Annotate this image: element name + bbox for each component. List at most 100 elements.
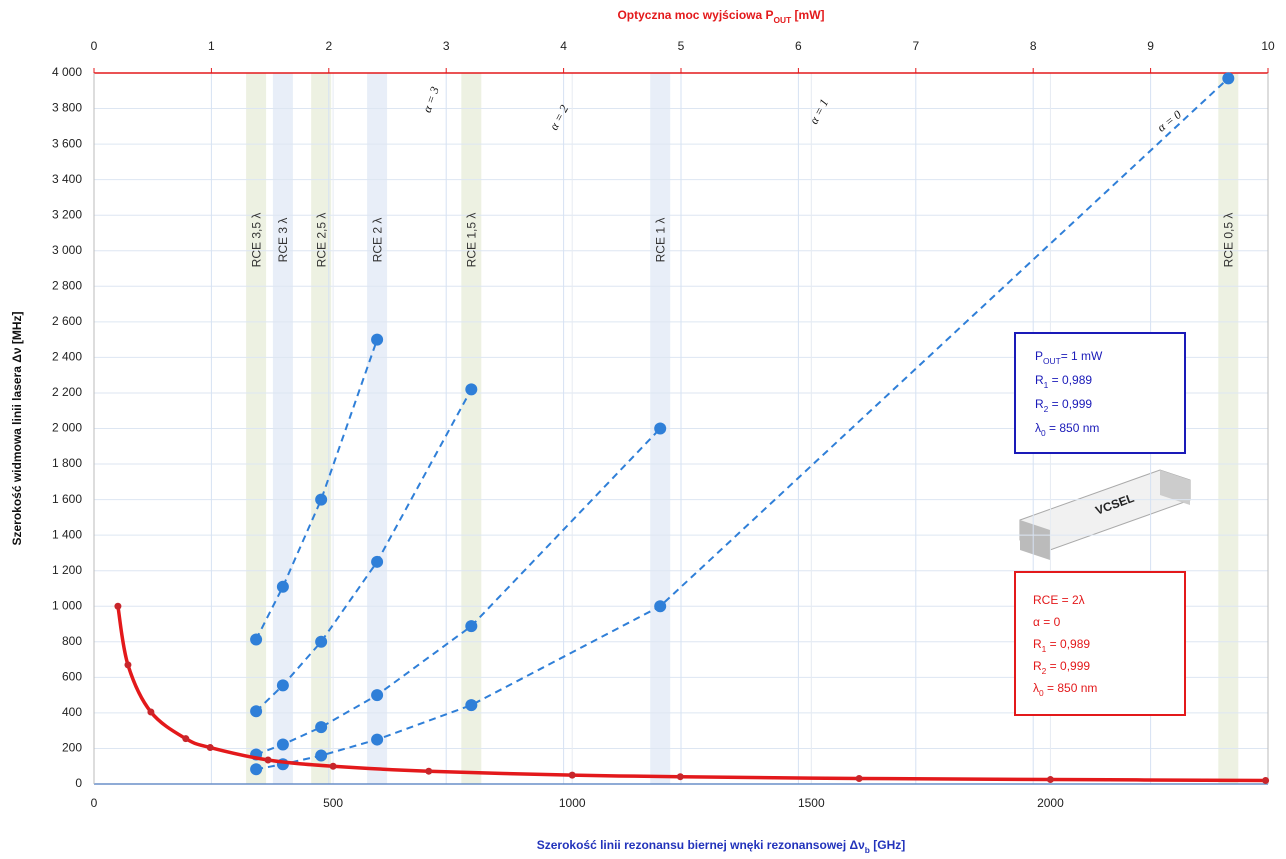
info-line: R1 = 0,989: [1033, 637, 1090, 654]
data-point: [371, 333, 384, 346]
y-tick-label: 600: [62, 670, 82, 684]
info-line: POUT= 1 mW: [1035, 349, 1103, 366]
info-line: α = 0: [1033, 615, 1061, 629]
info-line-after: = 0,989: [1048, 373, 1092, 387]
curve-point: [124, 661, 132, 669]
data-point: [250, 763, 263, 776]
info-line: R2 = 0,999: [1033, 659, 1090, 676]
info-line: λ0 = 850 nm: [1035, 421, 1099, 438]
curve-point: [114, 602, 122, 610]
curve-line: [116, 605, 1266, 783]
info-line-text: λ: [1035, 421, 1041, 435]
curve-point: [568, 771, 576, 779]
data-point: [250, 633, 263, 646]
curve-point: [329, 762, 337, 770]
data-point: [465, 383, 478, 396]
y-tick-label: 3 800: [52, 101, 82, 115]
info-line-text: λ: [1033, 681, 1039, 695]
info-line: R2 = 0,999: [1035, 397, 1092, 414]
info-line-after: = 0,999: [1048, 397, 1092, 411]
series-line: [255, 427, 661, 756]
rce-label: RCE 1,5 λ: [464, 213, 478, 268]
y-tick-label: 3 000: [52, 243, 82, 257]
data-point: [1222, 72, 1235, 85]
data-point: [465, 699, 478, 712]
info-line-sub: 2: [1042, 666, 1047, 676]
data-point: [276, 738, 289, 751]
data-point: [371, 733, 384, 746]
info-line: R1 = 0,989: [1035, 373, 1092, 390]
top-axis-title: Optyczna moc wyjściowa POUT [mW]: [617, 8, 824, 25]
data-point: [654, 600, 667, 613]
data-point: [250, 705, 263, 718]
x2-tick-label: 2: [325, 39, 332, 53]
rce-label: RCE 2,5 λ: [314, 213, 328, 268]
rce-label: RCE 3 λ: [276, 218, 290, 263]
y-tick-label: 3 200: [52, 207, 82, 221]
x2-tick-label: 3: [443, 39, 450, 53]
y-tick-label: 4 000: [52, 65, 82, 79]
x-tick-label: 0: [91, 796, 98, 810]
x2-tick-label: 1: [208, 39, 215, 53]
y-tick-label: 1 600: [52, 492, 82, 506]
y-tick-label: 2 000: [52, 421, 82, 435]
y-tick-label: 2 400: [52, 350, 82, 364]
vcsel-side: [1160, 470, 1190, 505]
x-tick-label: 1000: [559, 796, 586, 810]
y-tick-label: 2 200: [52, 385, 82, 399]
info-line-text: R: [1033, 659, 1042, 673]
info-line-sub: 0: [1039, 688, 1044, 698]
rce-label: RCE 2 λ: [370, 218, 384, 263]
y-tick-label: 2 600: [52, 314, 82, 328]
data-point: [315, 721, 328, 734]
top-axis-title-sub: OUT: [774, 15, 793, 25]
info-line-after: = 0,999: [1046, 659, 1090, 673]
x-axis-title-sub: b: [865, 845, 870, 855]
x-tick-label: 2000: [1037, 796, 1064, 810]
rce-label: RCE 3,5 λ: [249, 213, 263, 268]
info-line-sub: 1: [1042, 644, 1047, 654]
data-point: [276, 580, 289, 593]
info-box: [1014, 332, 1186, 454]
info-line-text: α = 0: [1033, 615, 1061, 629]
y-tick-label: 2 800: [52, 278, 82, 292]
x2-tick-label: 7: [912, 39, 919, 53]
info-line-sub: 0: [1041, 428, 1046, 438]
info-box: [1014, 571, 1186, 716]
x2-tick-label: 6: [795, 39, 802, 53]
data-point: [654, 422, 667, 435]
x-axis-title-after: [GHz]: [870, 838, 905, 852]
info-line-text: R: [1033, 637, 1042, 651]
data-point: [465, 620, 478, 633]
info-line-after: = 1 mW: [1061, 349, 1103, 363]
x-tick-label: 500: [323, 796, 343, 810]
rce-label: RCE 0,5 λ: [1221, 213, 1235, 268]
x2-tick-label: 8: [1030, 39, 1037, 53]
top-axis-title-text: Optyczna moc wyjściowa P: [617, 8, 773, 22]
x2-tick-label: 10: [1261, 39, 1275, 53]
data-point: [315, 635, 328, 648]
x2-tick-label: 5: [678, 39, 685, 53]
curve-point: [676, 773, 684, 781]
curve-point: [147, 708, 155, 716]
data-point: [315, 749, 328, 762]
y-tick-label: 1 000: [52, 598, 82, 612]
y-tick-label: 3 600: [52, 136, 82, 150]
data-point: [315, 493, 328, 506]
info-line-text: RCE = 2λ: [1033, 593, 1085, 607]
y-axis-title-text: Szerokość widmowa linii lasera Δν [MHz]: [10, 311, 24, 545]
y-tick-label: 0: [75, 776, 82, 790]
y-tick-label: 1 200: [52, 563, 82, 577]
info-line-sub: 1: [1044, 380, 1049, 390]
info-line-after: = 850 nm: [1046, 421, 1100, 435]
x-axis-title-text: Szerokość linii rezonansu biernej wnęki …: [537, 838, 865, 852]
curve-point: [855, 774, 863, 782]
x2-tick-label: 4: [560, 39, 567, 53]
info-line-sub: OUT: [1043, 356, 1061, 366]
y-tick-label: 200: [62, 741, 82, 755]
info-line-text: R: [1035, 373, 1044, 387]
info-line-text: P: [1035, 349, 1043, 363]
curve-point: [264, 756, 272, 764]
y-axis-title: Szerokość widmowa linii lasera Δν [MHz]: [10, 311, 24, 545]
x-axis-title: Szerokość linii rezonansu biernej wnęki …: [537, 838, 906, 855]
